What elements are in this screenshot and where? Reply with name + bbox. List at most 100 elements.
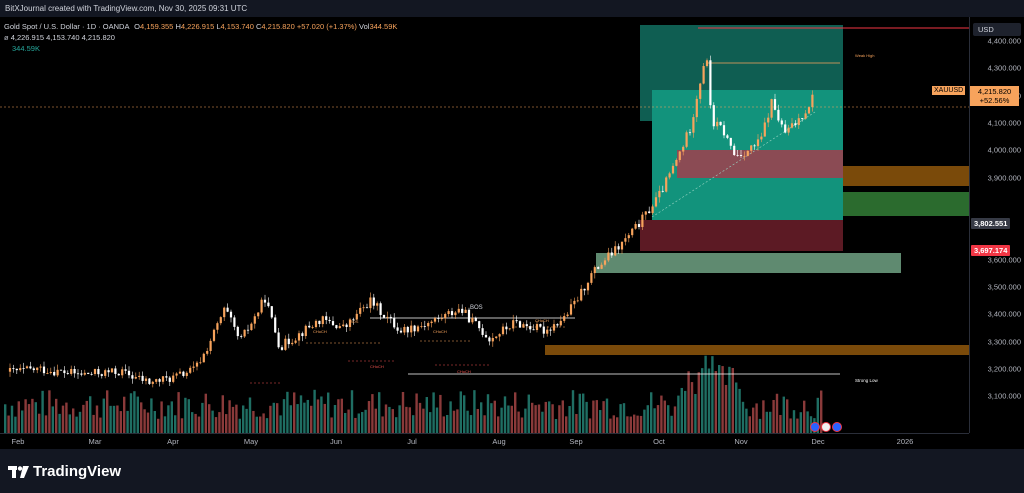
time-label: Feb: [11, 437, 25, 446]
candle-body: [522, 324, 525, 328]
volume-bar: [38, 413, 41, 433]
volume-bar: [792, 410, 796, 433]
candle-body: [209, 340, 212, 351]
volume-bar: [357, 413, 360, 433]
candle-body: [478, 321, 481, 329]
volume-bar: [565, 416, 568, 433]
us-flag-icon[interactable]: [832, 422, 842, 432]
volume-bar: [653, 408, 656, 433]
candle-body: [712, 105, 715, 127]
volume-bar: [721, 366, 724, 433]
us-flag-icon[interactable]: [821, 422, 831, 432]
volume-bar: [177, 392, 180, 433]
candle-body: [719, 121, 722, 126]
candle-body: [110, 368, 114, 373]
candle-body: [206, 350, 209, 354]
volume-bar: [599, 410, 602, 433]
candle-body: [559, 320, 562, 326]
volume-bar: [89, 396, 92, 433]
candle-body: [379, 303, 382, 315]
currency-button[interactable]: USD: [973, 23, 1021, 36]
volume-bar: [554, 418, 558, 433]
candle-body: [185, 372, 188, 376]
candle-body: [807, 107, 811, 114]
volume-bar: [85, 400, 88, 433]
candle-body: [175, 373, 178, 376]
us-flag-icon[interactable]: [810, 422, 820, 432]
symbol-tag: XAUUSD: [932, 86, 966, 95]
volume-legend: 344.59K: [12, 44, 40, 53]
candle-body: [15, 368, 18, 371]
volume-bar: [412, 415, 415, 433]
volume-bar: [524, 408, 527, 433]
candle-body: [610, 252, 613, 256]
volume-bar: [772, 399, 775, 433]
candle-body: [338, 326, 341, 329]
candle-body: [66, 373, 69, 374]
candle-body: [124, 369, 127, 371]
last-price: 4,215.820: [977, 87, 1012, 96]
symbol-legend[interactable]: Gold Spot / U.S. Dollar · 1D · OANDA O4,…: [4, 22, 397, 31]
price-axis[interactable]: USD 4,400.0004,300.0004,200.0004,100.000…: [969, 17, 1024, 433]
tradingview-logo-icon: [8, 465, 30, 483]
price-chart[interactable]: BOS Weak High Strong Low CHoCH CHoCH CHo…: [0, 17, 969, 433]
candle-body: [63, 370, 66, 374]
candle-body: [32, 368, 35, 371]
indicator-icon: ø: [4, 33, 9, 42]
volume-bar: [361, 412, 364, 433]
volume-bar: [395, 417, 398, 433]
candle-body: [648, 211, 651, 214]
volume-bar: [469, 415, 473, 433]
volume-bar: [17, 401, 20, 433]
candle-body: [668, 173, 671, 178]
volume-readout: Vol344.59K: [359, 22, 398, 31]
symbol-title[interactable]: Gold Spot / U.S. Dollar · 1D · OANDA: [4, 22, 130, 31]
candle-body: [155, 379, 158, 382]
volume-bar: [616, 417, 619, 433]
candle-body: [651, 206, 654, 214]
volume-bar: [446, 414, 449, 433]
indicator-values: 4,226.915 4,153.740 4,215.820: [10, 33, 115, 42]
stop-zone: [640, 220, 843, 251]
event-badges[interactable]: [810, 419, 842, 433]
volume-bar: [592, 400, 595, 433]
volume-bar: [123, 396, 126, 433]
indicator-legend[interactable]: ø 4,226.915 4,153.740 4,215.820: [4, 33, 115, 42]
candle-body: [304, 325, 307, 337]
candle-body: [12, 368, 15, 369]
candle-body: [433, 318, 437, 322]
volume-bar: [452, 410, 456, 433]
volume-bar: [344, 412, 347, 433]
candle-body: [318, 320, 321, 325]
time-label: Jun: [329, 437, 343, 446]
volume-bar: [381, 416, 384, 433]
candle-body: [695, 98, 698, 118]
candle-body: [784, 124, 787, 133]
candle-body: [722, 125, 726, 136]
footer: TradingView: [0, 449, 1024, 493]
candle-body: [59, 369, 63, 371]
candle-body: [736, 155, 739, 156]
time-axis[interactable]: Feb Mar Apr May Jun Jul Aug Sep Oct Nov Dec 2026: [0, 433, 969, 450]
candle-body: [756, 139, 760, 147]
candle-body: [229, 311, 233, 318]
volume-bar: [466, 410, 469, 433]
candle-body: [790, 123, 794, 128]
volume-bar: [558, 405, 561, 433]
volume-bar: [119, 411, 122, 433]
volume-bar: [252, 410, 255, 433]
volume-bar: [184, 397, 187, 433]
candle-body: [729, 137, 732, 146]
chart-pane[interactable]: BOS Weak High Strong Low CHoCH CHoCH CHo…: [0, 17, 969, 433]
volume-bar: [228, 400, 231, 433]
volume-bar: [520, 417, 524, 433]
volume-bar: [605, 398, 609, 433]
volume-bar: [486, 394, 490, 433]
volume-bar: [745, 408, 748, 433]
candle-body: [440, 318, 443, 320]
volume-bar: [313, 389, 316, 433]
volume-bar: [463, 395, 466, 433]
candle-body: [535, 324, 539, 331]
candle-body: [331, 321, 335, 326]
volume-bar: [92, 414, 95, 433]
